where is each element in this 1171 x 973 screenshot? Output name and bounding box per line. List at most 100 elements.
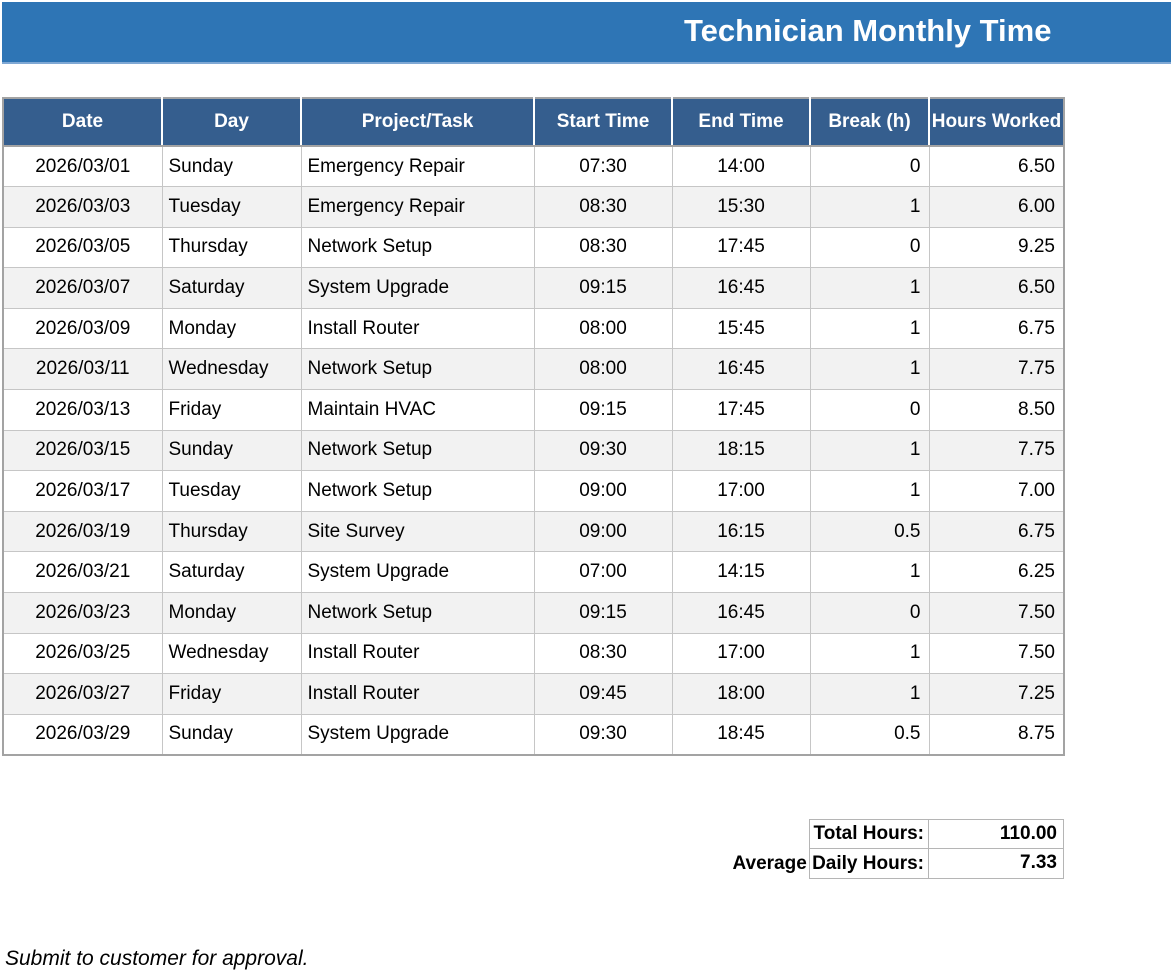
cell-date[interactable]: 2026/03/01	[2, 145, 163, 188]
cell-start-time[interactable]: 08:30	[533, 632, 673, 675]
cell-project-task[interactable]: Network Setup	[300, 226, 535, 269]
cell-start-time[interactable]: 09:15	[533, 267, 673, 309]
cell-day[interactable]: Saturday	[161, 551, 302, 594]
cell-end-time[interactable]: 14:00	[671, 145, 811, 188]
cell-break[interactable]: 0	[809, 226, 930, 269]
cell-start-time[interactable]: 09:30	[533, 429, 673, 472]
cell-day[interactable]: Tuesday	[161, 186, 302, 228]
cell-end-time[interactable]: 18:45	[671, 713, 811, 756]
cell-start-time[interactable]: 08:30	[533, 226, 673, 269]
cell-day[interactable]: Sunday	[161, 713, 302, 756]
cell-hours-worked[interactable]: 7.25	[928, 673, 1065, 715]
col-header-end-time[interactable]: End Time	[671, 98, 810, 147]
col-header-date[interactable]: Date	[3, 98, 162, 147]
cell-hours-worked[interactable]: 6.75	[928, 307, 1065, 350]
cell-date[interactable]: 2026/03/21	[2, 551, 163, 594]
cell-break[interactable]: 1	[809, 632, 930, 675]
cell-start-time[interactable]: 08:00	[533, 348, 673, 391]
cell-start-time[interactable]: 09:00	[533, 510, 673, 553]
cell-break[interactable]: 1	[809, 186, 930, 228]
cell-project-task[interactable]: Install Router	[300, 307, 535, 350]
total-hours-value-cell[interactable]: 110.00	[928, 819, 1064, 849]
cell-project-task[interactable]: Install Router	[300, 673, 535, 715]
cell-end-time[interactable]: 17:45	[671, 226, 811, 269]
cell-end-time[interactable]: 14:15	[671, 551, 811, 594]
cell-break[interactable]: 1	[809, 348, 930, 391]
cell-break[interactable]: 0.5	[809, 510, 930, 553]
cell-start-time[interactable]: 07:00	[533, 551, 673, 594]
cell-date[interactable]: 2026/03/23	[2, 592, 163, 634]
cell-hours-worked[interactable]: 6.75	[928, 510, 1065, 553]
cell-project-task[interactable]: System Upgrade	[300, 551, 535, 594]
cell-end-time[interactable]: 17:00	[671, 470, 811, 512]
cell-day[interactable]: Sunday	[161, 145, 302, 188]
cell-hours-worked[interactable]: 8.75	[928, 713, 1065, 756]
cell-hours-worked[interactable]: 7.00	[928, 470, 1065, 512]
cell-break[interactable]: 0	[809, 389, 930, 431]
cell-end-time[interactable]: 17:45	[671, 389, 811, 431]
cell-day[interactable]: Wednesday	[161, 348, 302, 391]
cell-day[interactable]: Monday	[161, 307, 302, 350]
cell-date[interactable]: 2026/03/05	[2, 226, 163, 269]
cell-project-task[interactable]: Install Router	[300, 632, 535, 675]
cell-hours-worked[interactable]: 9.25	[928, 226, 1065, 269]
cell-day[interactable]: Thursday	[161, 226, 302, 269]
cell-day[interactable]: Wednesday	[161, 632, 302, 675]
cell-project-task[interactable]: System Upgrade	[300, 267, 535, 309]
cell-hours-worked[interactable]: 6.50	[928, 267, 1065, 309]
cell-hours-worked[interactable]: 8.50	[928, 389, 1065, 431]
cell-start-time[interactable]: 07:30	[533, 145, 673, 188]
cell-date[interactable]: 2026/03/25	[2, 632, 163, 675]
cell-day[interactable]: Sunday	[161, 429, 302, 472]
cell-start-time[interactable]: 09:30	[533, 713, 673, 756]
cell-hours-worked[interactable]: 7.50	[928, 592, 1065, 634]
cell-start-time[interactable]: 09:15	[533, 389, 673, 431]
cell-break[interactable]: 1	[809, 551, 930, 594]
cell-day[interactable]: Monday	[161, 592, 302, 634]
cell-end-time[interactable]: 15:30	[671, 186, 811, 228]
cell-hours-worked[interactable]: 7.75	[928, 429, 1065, 472]
cell-project-task[interactable]: Network Setup	[300, 592, 535, 634]
cell-hours-worked[interactable]: 7.75	[928, 348, 1065, 391]
cell-hours-worked[interactable]: 6.00	[928, 186, 1065, 228]
average-daily-hours-label-cell[interactable]	[809, 848, 929, 879]
cell-day[interactable]: Tuesday	[161, 470, 302, 512]
col-header-break[interactable]: Break (h)	[809, 98, 929, 147]
cell-start-time[interactable]: 08:30	[533, 186, 673, 228]
cell-project-task[interactable]: Emergency Repair	[300, 186, 535, 228]
cell-end-time[interactable]: 16:45	[671, 348, 811, 391]
cell-break[interactable]: 1	[809, 470, 930, 512]
cell-date[interactable]: 2026/03/13	[2, 389, 163, 431]
cell-break[interactable]: 1	[809, 307, 930, 350]
cell-date[interactable]: 2026/03/27	[2, 673, 163, 715]
cell-day[interactable]: Saturday	[161, 267, 302, 309]
col-header-day[interactable]: Day	[161, 98, 301, 147]
cell-end-time[interactable]: 16:15	[671, 510, 811, 553]
cell-day[interactable]: Thursday	[161, 510, 302, 553]
col-header-start-time[interactable]: Start Time	[533, 98, 672, 147]
cell-project-task[interactable]: Network Setup	[300, 348, 535, 391]
average-daily-hours-value-cell[interactable]: 7.33	[928, 848, 1064, 879]
cell-break[interactable]: 0	[809, 145, 930, 188]
cell-project-task[interactable]: Emergency Repair	[300, 145, 535, 188]
cell-break[interactable]: 1	[809, 673, 930, 715]
cell-date[interactable]: 2026/03/19	[2, 510, 163, 553]
cell-date[interactable]: 2026/03/15	[2, 429, 163, 472]
cell-end-time[interactable]: 18:15	[671, 429, 811, 472]
cell-project-task[interactable]: Network Setup	[300, 470, 535, 512]
col-header-project-task[interactable]: Project/Task	[300, 98, 534, 147]
cell-break[interactable]: 1	[809, 267, 930, 309]
cell-hours-worked[interactable]: 7.50	[928, 632, 1065, 675]
cell-start-time[interactable]: 08:00	[533, 307, 673, 350]
cell-date[interactable]: 2026/03/11	[2, 348, 163, 391]
cell-date[interactable]: 2026/03/09	[2, 307, 163, 350]
cell-end-time[interactable]: 16:45	[671, 267, 811, 309]
cell-project-task[interactable]: Network Setup	[300, 429, 535, 472]
cell-project-task[interactable]: System Upgrade	[300, 713, 535, 756]
cell-start-time[interactable]: 09:45	[533, 673, 673, 715]
cell-end-time[interactable]: 16:45	[671, 592, 811, 634]
cell-day[interactable]: Friday	[161, 389, 302, 431]
cell-end-time[interactable]: 17:00	[671, 632, 811, 675]
col-header-hours-worked[interactable]: Hours Worked	[928, 98, 1064, 147]
cell-start-time[interactable]: 09:00	[533, 470, 673, 512]
